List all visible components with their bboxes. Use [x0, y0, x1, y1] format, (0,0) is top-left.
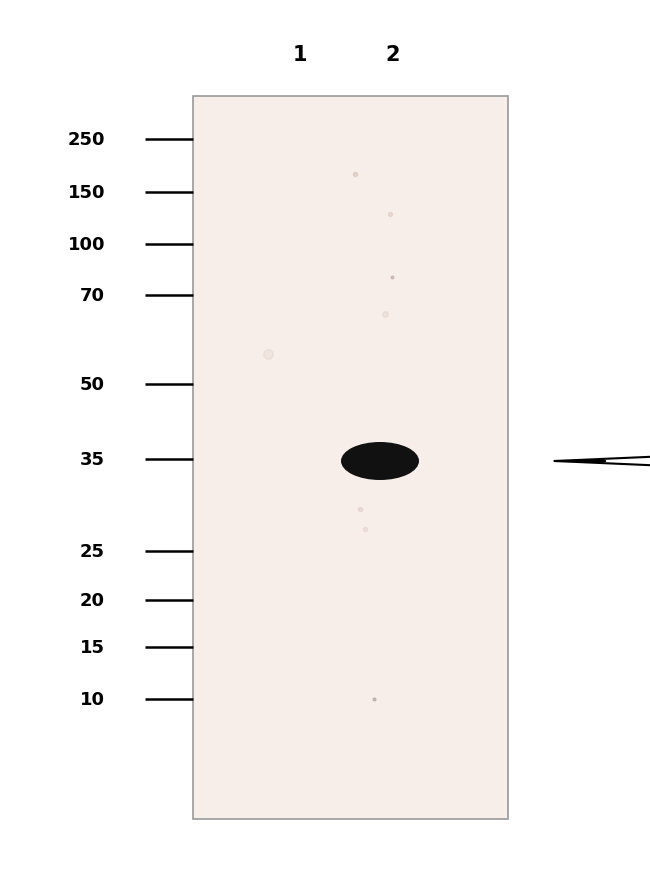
- Text: 150: 150: [68, 183, 105, 202]
- Text: 20: 20: [80, 591, 105, 609]
- Text: 250: 250: [68, 131, 105, 149]
- Text: 10: 10: [80, 690, 105, 708]
- Text: 70: 70: [80, 287, 105, 305]
- Text: 15: 15: [80, 638, 105, 656]
- Text: 25: 25: [80, 542, 105, 561]
- Text: 1: 1: [292, 45, 307, 65]
- Text: 2: 2: [385, 45, 400, 65]
- Ellipse shape: [341, 442, 419, 481]
- Text: 50: 50: [80, 375, 105, 394]
- Bar: [193, 96, 508, 819]
- Text: 100: 100: [68, 235, 105, 254]
- Text: 35: 35: [80, 450, 105, 468]
